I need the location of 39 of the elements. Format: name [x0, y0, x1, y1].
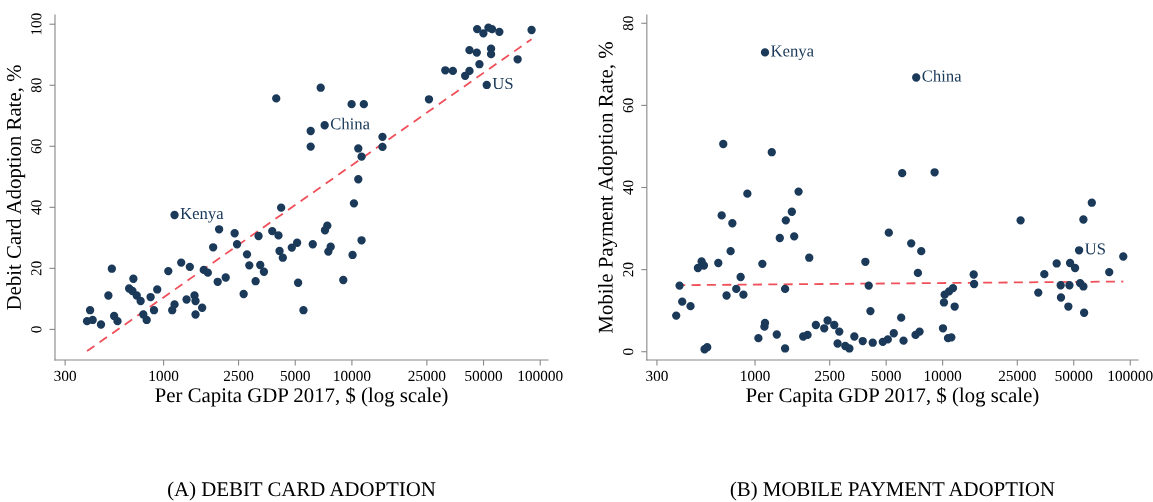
y-tick-label: 60 [623, 98, 634, 113]
annotation: Kenya [771, 45, 814, 60]
x-tick-label: 5000 [871, 370, 901, 382]
y-tick-label: 100 [31, 13, 42, 35]
x-tick-label: 10000 [334, 370, 371, 382]
text: (B) MOBILE PAYMENT ADOPTION [730, 481, 1055, 501]
x-tick-label: 5000 [280, 370, 310, 382]
y-tick-label: 0 [623, 348, 634, 355]
annotation: US [1084, 243, 1105, 255]
x-tick-label: 100000 [518, 370, 563, 382]
text: (A) DEBIT CARD ADOPTION [168, 481, 436, 501]
x-tick-label: 25000 [998, 370, 1036, 382]
annotation: Kenya [180, 208, 224, 223]
x-tick-label: 1000 [741, 370, 770, 382]
y-axis-title: Debit Card Adoption Rate, % [6, 65, 26, 310]
y-tick-label: 80 [623, 16, 634, 31]
y-tick-label: 20 [623, 262, 634, 277]
x-tick-label: 10000 [924, 370, 962, 382]
y-axis-title: Mobile Payment Adoption Rate, % [598, 42, 618, 334]
annotation: US [492, 77, 513, 90]
x-tick-label: 300 [646, 370, 668, 382]
x-axis-title: Per Capita GDP 2017, $ (log scale) [746, 386, 1039, 407]
x-tick-label: 300 [54, 370, 77, 382]
x-tick-label: 2500 [815, 370, 845, 382]
y-tick-label: 40 [623, 180, 634, 195]
y-tick-label: 60 [31, 139, 42, 154]
x-tick-label: 50000 [1055, 370, 1093, 382]
x-tick-label: 25000 [408, 370, 446, 382]
x-axis-title: Per Capita GDP 2017, $ (log scale) [155, 386, 448, 407]
y-tick-label: 40 [31, 200, 42, 215]
x-tick-label: 50000 [465, 370, 503, 382]
x-tick-label: 1000 [149, 370, 179, 382]
y-tick-label: 80 [31, 78, 42, 93]
x-tick-label: 2500 [223, 370, 254, 382]
annotation: China [922, 69, 962, 82]
y-tick-label: 20 [31, 261, 42, 276]
x-tick-label: 100000 [1108, 370, 1153, 382]
annotation: China [330, 117, 370, 130]
y-tick-label: 0 [31, 326, 42, 333]
